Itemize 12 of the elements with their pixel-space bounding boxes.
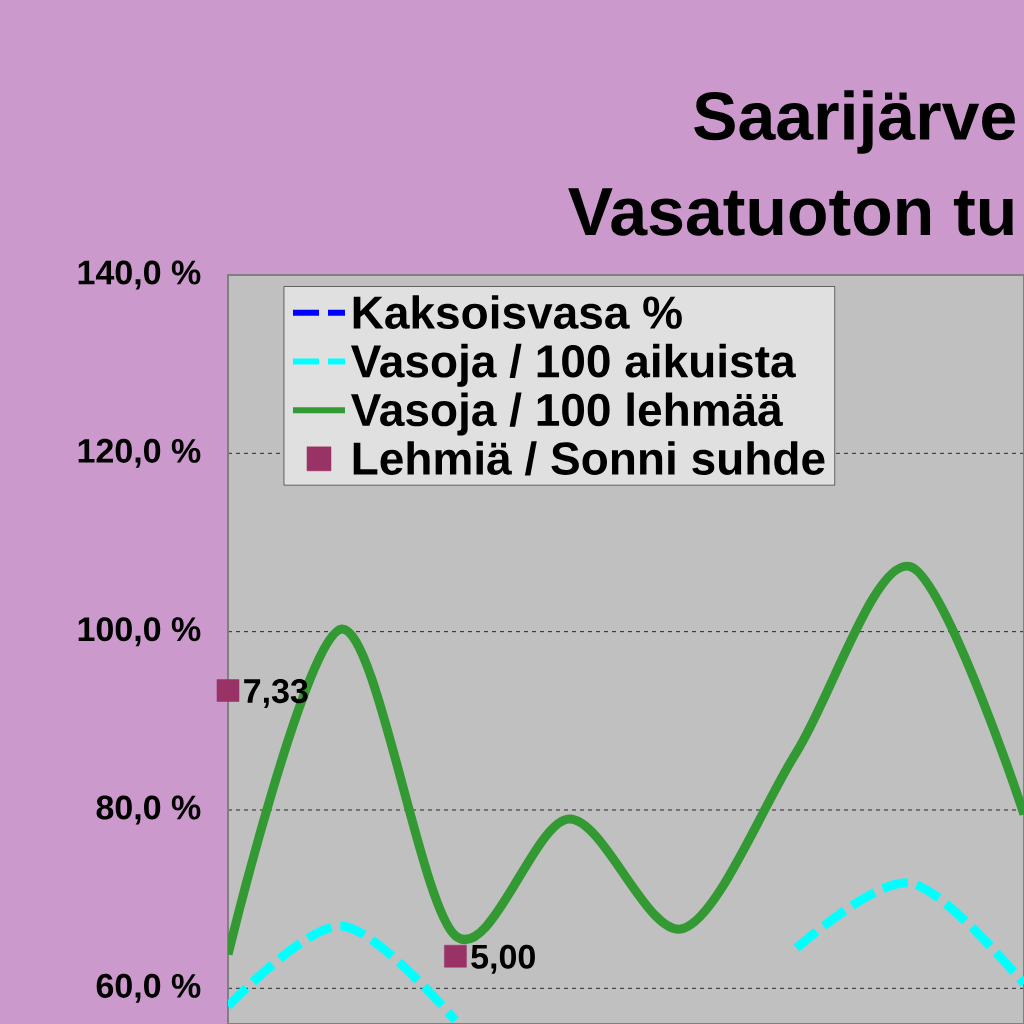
annotation: 5,00 <box>471 944 535 974</box>
legend-label: Lehmiä / Sonni suhde <box>353 441 825 476</box>
chart-title: Saarijärve <box>694 90 1015 154</box>
legend-label: Vasoja / 100 aikuista <box>350 343 796 387</box>
y-tick-label: 100,0 % <box>78 617 201 647</box>
chart-subtitle: Vasatuoton tu <box>568 188 1013 236</box>
y-tick-label: 140,0 % <box>78 260 201 290</box>
legend-label: Kaksoisvasa % <box>353 295 682 329</box>
legend-label: Vasoja / 100 lehmää <box>350 392 783 436</box>
y-tick-label: 80,0 % <box>96 795 201 825</box>
y-tick-label: 60,0 % <box>96 973 201 1003</box>
y-tick-label: 120,0 % <box>78 438 201 468</box>
